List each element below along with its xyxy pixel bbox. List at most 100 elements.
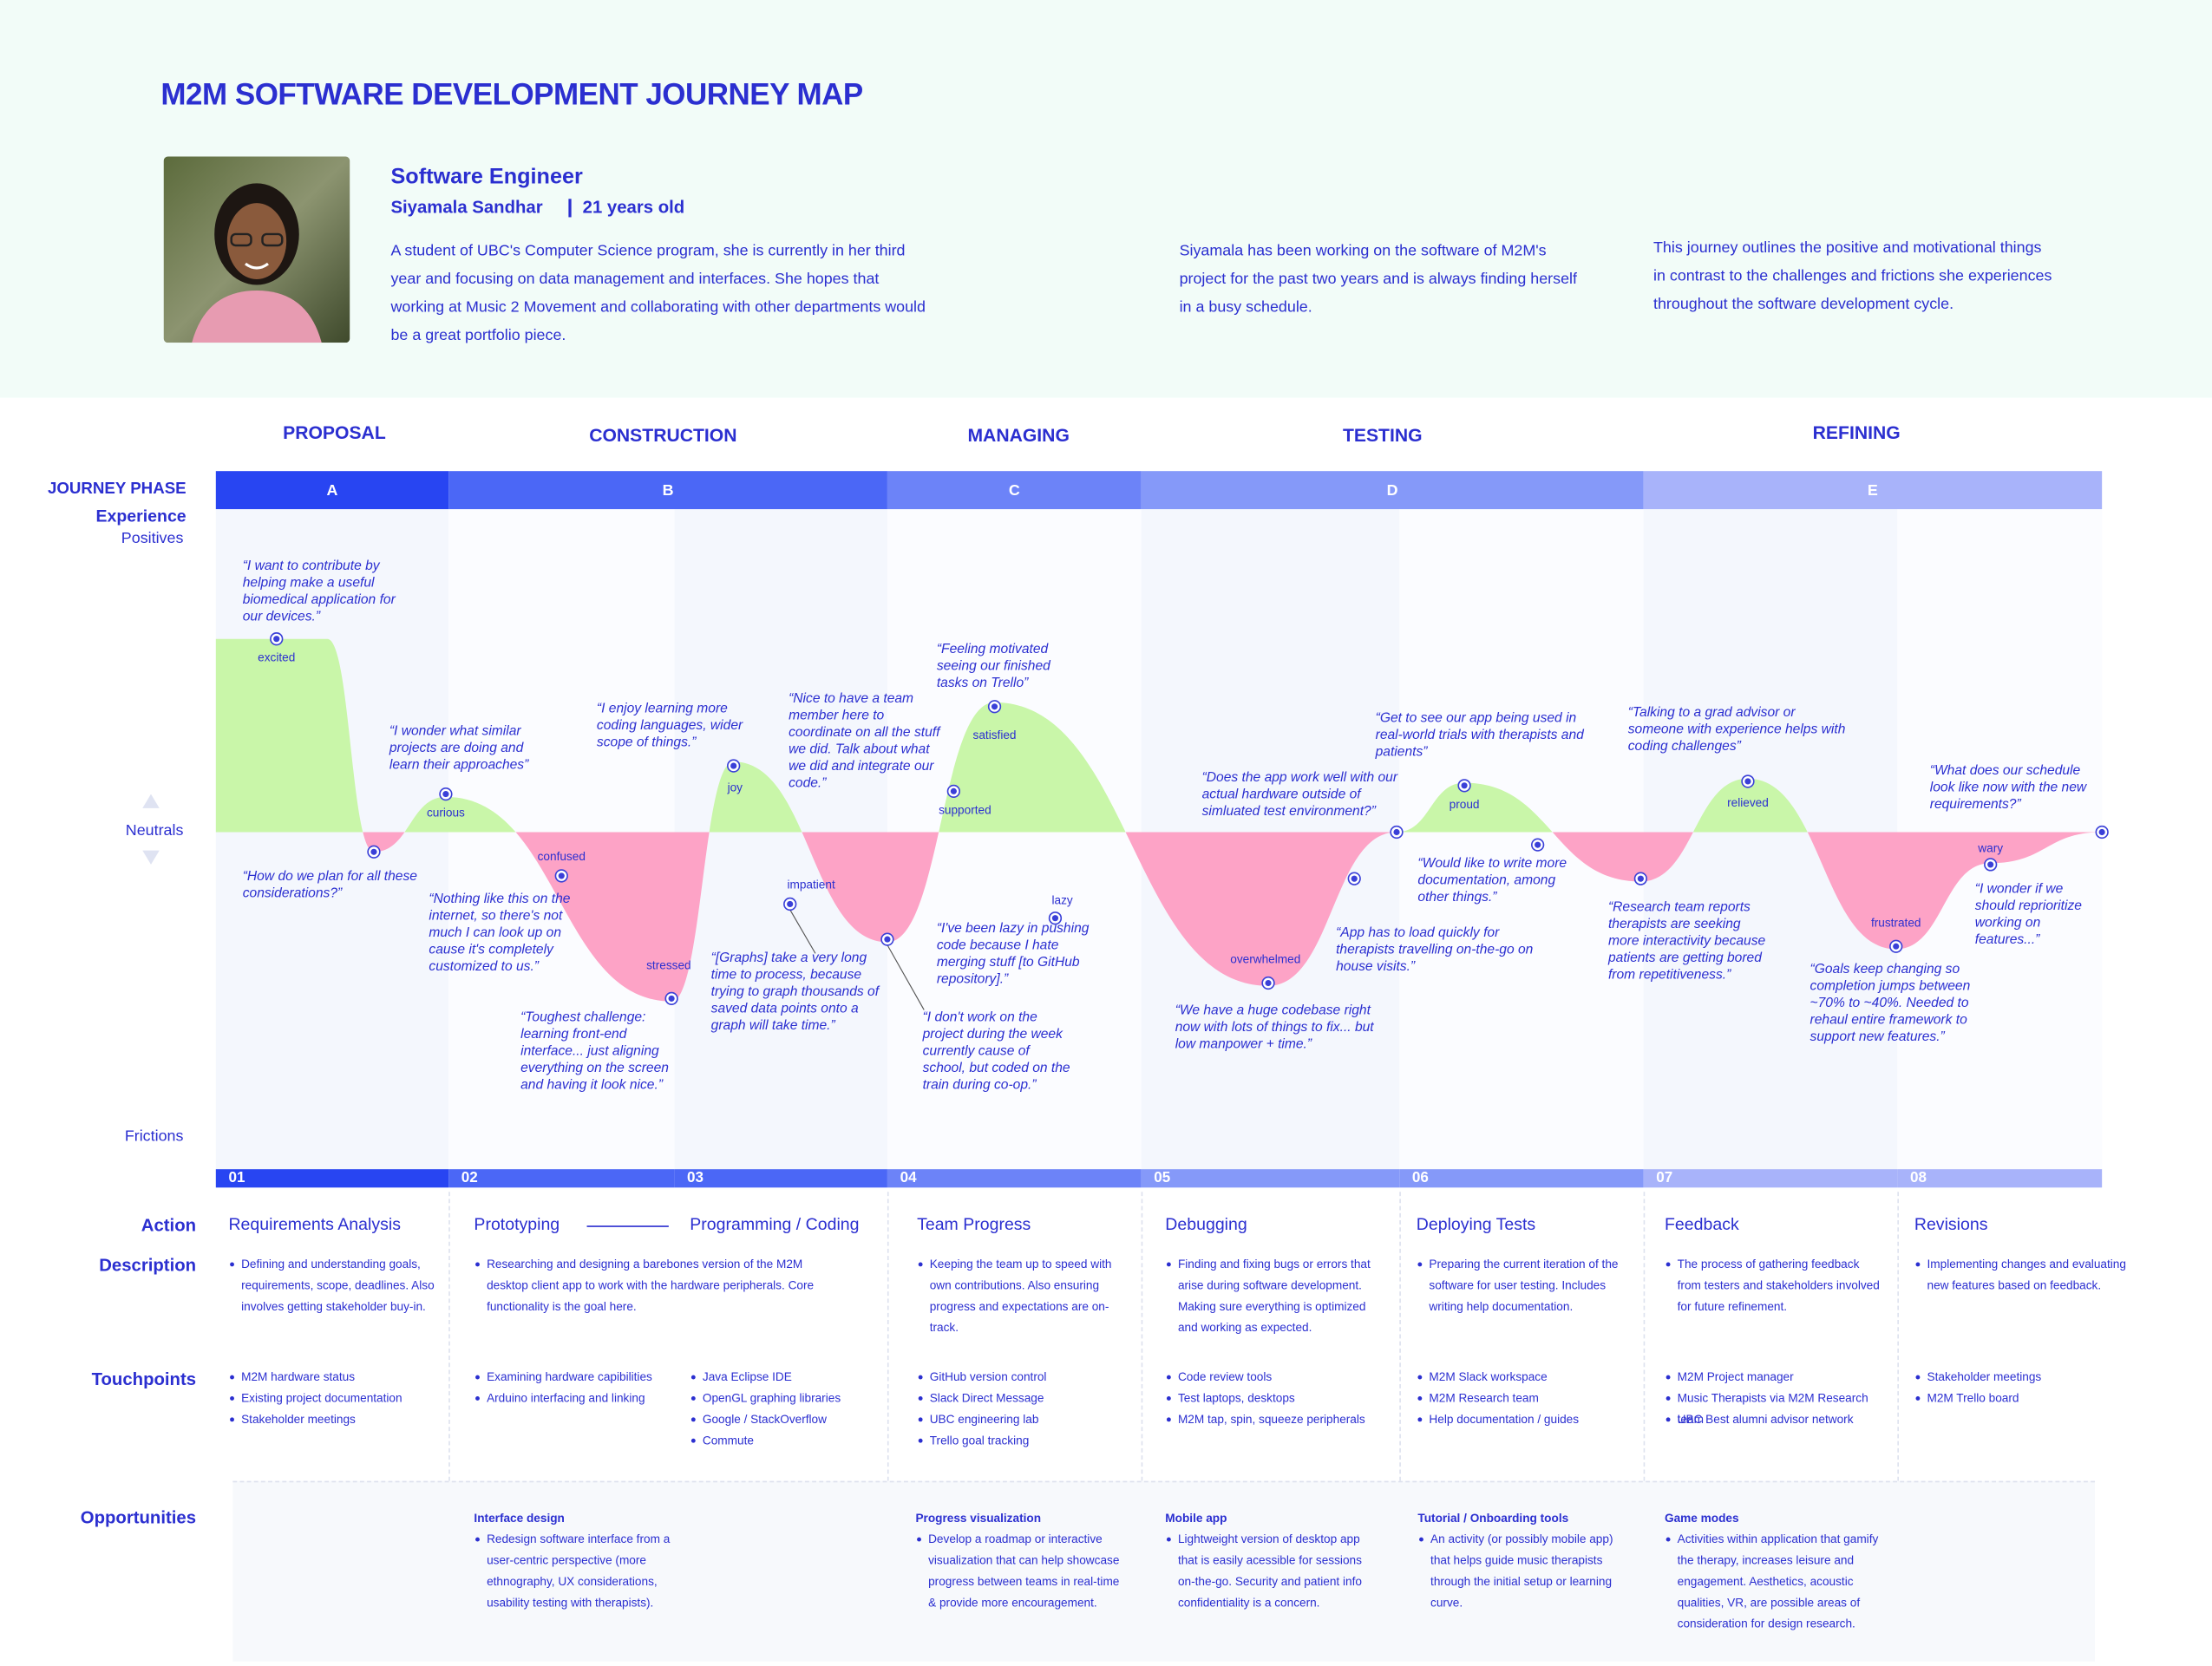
phase-name: REFINING bbox=[1812, 421, 1901, 443]
step-number: 08 bbox=[1909, 1169, 1927, 1186]
step-number: 03 bbox=[686, 1169, 704, 1186]
emotion-point bbox=[558, 872, 565, 879]
quote: “I enjoy learning more coding languages,… bbox=[596, 701, 743, 751]
emotion-label: impatient bbox=[787, 877, 835, 892]
opportunity-title: Tutorial / Onboarding tools bbox=[1417, 1510, 1569, 1526]
touchpoint: M2M Project manager bbox=[1665, 1367, 1876, 1388]
step-number: 05 bbox=[1154, 1169, 1171, 1186]
step-bar bbox=[1897, 1169, 2103, 1188]
step-number: 07 bbox=[1656, 1169, 1673, 1186]
touchpoint: GitHub version control bbox=[917, 1367, 1142, 1388]
quote: “Would like to write more documentation,… bbox=[1417, 856, 1567, 906]
emotion-point bbox=[1744, 778, 1751, 785]
touchpoint: Slack Direct Message bbox=[917, 1388, 1142, 1408]
column-divider bbox=[1643, 1192, 1646, 1481]
touchpoint: Help documentation / guides bbox=[1417, 1409, 1642, 1430]
step-bar bbox=[1399, 1169, 1644, 1188]
row-label: Opportunities bbox=[80, 1507, 197, 1528]
quote: “[Graphs] take a very long time to proce… bbox=[710, 951, 880, 1035]
action: Programming / Coding bbox=[690, 1214, 860, 1234]
quote: “Does the app work well with our actual … bbox=[1201, 769, 1398, 820]
emotion-label: overwhelmed bbox=[1230, 951, 1301, 967]
step-bar bbox=[215, 1169, 449, 1188]
quote: “I wonder what similar projects are doin… bbox=[389, 723, 529, 774]
step-bar bbox=[887, 1169, 1142, 1188]
description: Keeping the team up to speed with own co… bbox=[917, 1254, 1135, 1339]
opportunity-text: Lightweight version of desktop app that … bbox=[1165, 1529, 1377, 1614]
row-label: Neutrals bbox=[125, 822, 184, 840]
step-number: 01 bbox=[228, 1169, 245, 1186]
phase-letter: D bbox=[1386, 482, 1398, 500]
description: Defining and understanding goals, requir… bbox=[228, 1254, 447, 1317]
summary: This journey outlines the positive and m… bbox=[1653, 239, 2052, 314]
opportunity-text: An activity (or possibly mobile app) tha… bbox=[1417, 1529, 1629, 1614]
emotion-point bbox=[884, 936, 891, 943]
opportunity-title: Progress visualization bbox=[915, 1510, 1042, 1526]
row-label: Frictions bbox=[124, 1128, 184, 1146]
emotion-label: joy bbox=[727, 780, 743, 794]
quote: “Feeling motivated seeing our finished t… bbox=[936, 641, 1050, 691]
description: Implementing changes and evaluating new … bbox=[1914, 1254, 2133, 1297]
leader-line bbox=[887, 944, 925, 1010]
quote: “I've been lazy in pushing code because … bbox=[936, 920, 1090, 988]
emotion-label: excited bbox=[258, 650, 296, 664]
role: Software Engineer bbox=[390, 165, 583, 189]
emotion-point bbox=[1461, 782, 1468, 789]
step-bar bbox=[1141, 1169, 1400, 1188]
touchpoint: Google / StackOverflow bbox=[690, 1409, 915, 1430]
action: Requirements Analysis bbox=[228, 1214, 401, 1234]
emotion-point bbox=[273, 636, 280, 643]
row-label: Description bbox=[99, 1255, 197, 1276]
column-divider bbox=[1399, 1192, 1401, 1481]
portrait bbox=[163, 156, 350, 343]
action: Revisions bbox=[1914, 1214, 1988, 1234]
quote: “Get to see our app being used in real-w… bbox=[1375, 710, 1584, 761]
emotion-label: supported bbox=[939, 802, 991, 817]
quote: “I wonder if we should reprioritize work… bbox=[1974, 881, 2082, 948]
description: Preparing the current iteration of the s… bbox=[1417, 1254, 1635, 1317]
description: Finding and fixing bugs or errors that a… bbox=[1165, 1254, 1384, 1339]
emotion-label: proud bbox=[1449, 796, 1480, 812]
quote: “Talking to a grad advisor or someone wi… bbox=[1627, 705, 1846, 755]
touchpoint: M2M hardware status bbox=[228, 1367, 454, 1388]
touchpoint: Music Therapists via M2M Research team bbox=[1665, 1388, 1876, 1430]
emotion-label: relieved bbox=[1727, 795, 1769, 810]
touchpoint: M2M tap, spin, squeeze peripherals bbox=[1165, 1409, 1391, 1430]
action: Prototyping bbox=[474, 1214, 560, 1234]
action: Feedback bbox=[1665, 1214, 1739, 1234]
phase-letter: C bbox=[1008, 482, 1020, 500]
age: 21 years old bbox=[582, 197, 685, 218]
quote: “What does our schedule look like now wi… bbox=[1929, 762, 2087, 813]
touchpoint: Java Eclipse IDE bbox=[690, 1367, 915, 1388]
friction-area bbox=[215, 832, 2103, 1002]
action: Debugging bbox=[1165, 1214, 1247, 1234]
touchpoint: Commute bbox=[690, 1430, 915, 1451]
emotion-point bbox=[668, 995, 675, 1002]
phase-name: CONSTRUCTION bbox=[589, 424, 737, 446]
touchpoint: M2M Slack workspace bbox=[1417, 1367, 1642, 1388]
touchpoint: Trello goal tracking bbox=[917, 1430, 1142, 1451]
phase-bar bbox=[1141, 471, 1644, 510]
row-label: Positives bbox=[121, 530, 184, 547]
row-label: Action bbox=[141, 1215, 197, 1236]
emotion-point bbox=[1051, 915, 1059, 922]
emotion-point bbox=[370, 848, 377, 855]
phase-bar bbox=[448, 471, 887, 510]
action: Team Progress bbox=[917, 1214, 1031, 1234]
phase-letter: A bbox=[326, 482, 338, 500]
quote: “Toughest challenge: learning front-end … bbox=[520, 1009, 669, 1094]
touchpoint: Test laptops, desktops bbox=[1165, 1388, 1391, 1408]
leader-line bbox=[789, 909, 816, 954]
quote: “App has to load quickly for therapists … bbox=[1336, 924, 1534, 975]
quote: “Goals keep changing so completion jumps… bbox=[1810, 962, 1971, 1046]
emotion-point bbox=[1265, 979, 1272, 987]
separator bbox=[568, 199, 571, 218]
row-label: JOURNEY PHASE bbox=[47, 480, 187, 499]
quote: “I don't work on the project during the … bbox=[922, 1009, 1070, 1094]
action: Deploying Tests bbox=[1416, 1214, 1536, 1234]
emotion-point bbox=[1393, 828, 1400, 836]
touchpoint: UBC Best alumni advisor network bbox=[1665, 1409, 1876, 1430]
opportunity-title: Game modes bbox=[1665, 1510, 1739, 1526]
